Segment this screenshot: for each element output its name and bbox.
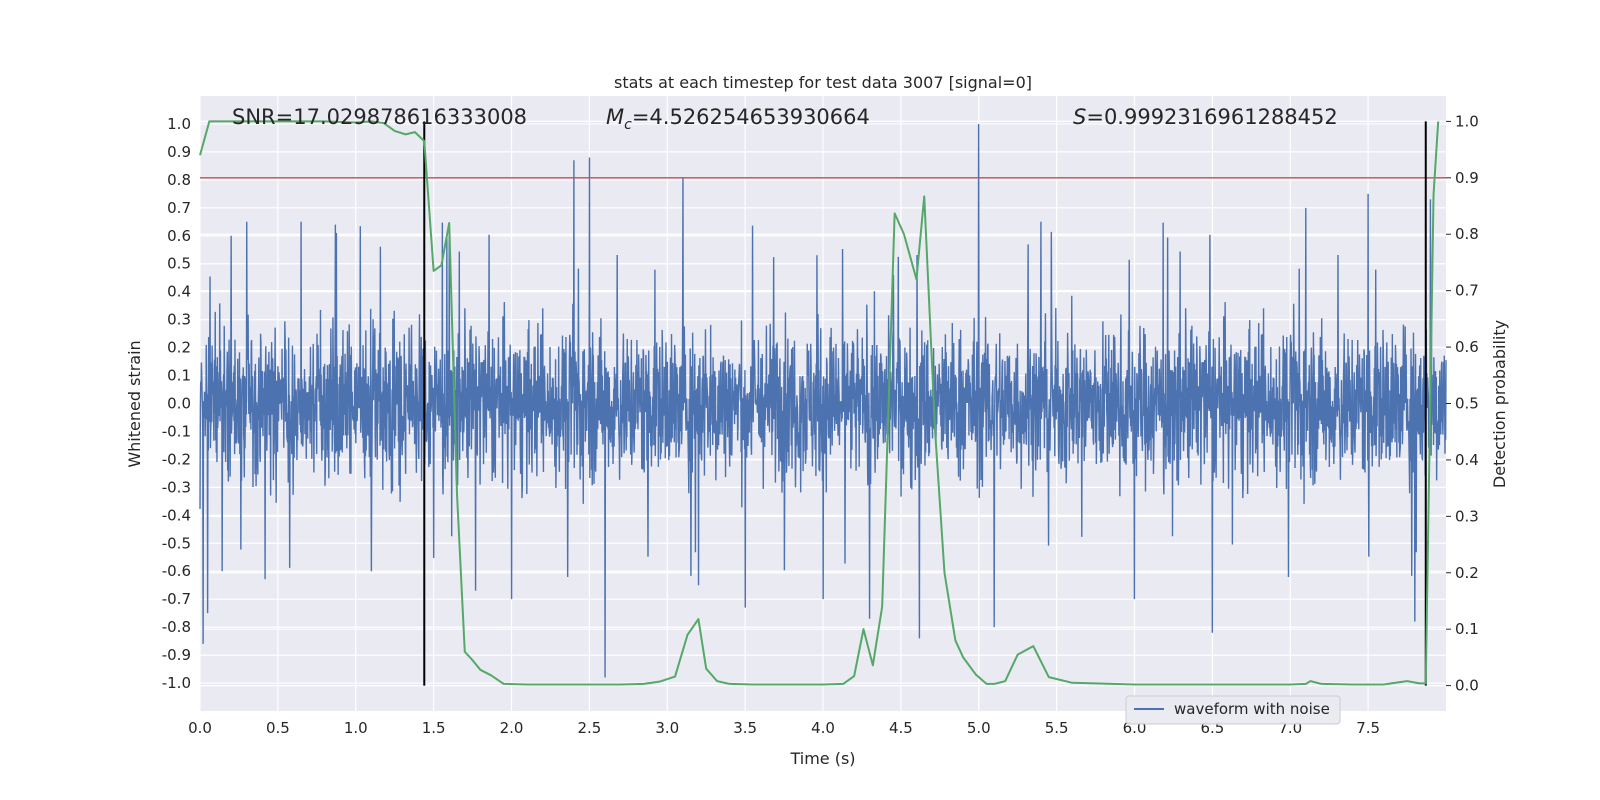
strain-series	[199, 123, 1447, 678]
y2-tick-label: 0.2	[1455, 564, 1479, 582]
x-tick-label: 5.5	[1045, 719, 1069, 737]
x-tick-label: 7.5	[1356, 719, 1380, 737]
chirp-mass-subscript: c	[624, 117, 632, 133]
y-tick-label: 0.3	[167, 311, 191, 329]
y2-tick-label: 0.6	[1455, 338, 1479, 356]
y2-tick-label: 0.4	[1455, 451, 1479, 469]
y-tick-label: -0.6	[162, 562, 191, 580]
legend: waveform with noise	[1125, 695, 1341, 725]
waveform-with-noise-line	[199, 123, 1447, 678]
y-tick-label: 0.0	[167, 395, 191, 413]
y-tick-label: -0.7	[162, 590, 191, 608]
y-tick-label: 0.6	[167, 227, 191, 245]
x-tick-label: 1.5	[422, 719, 446, 737]
y-tick-label: 0.2	[167, 339, 191, 357]
y-tick-label: -0.5	[162, 534, 191, 552]
detection-probability-line	[199, 120, 1440, 686]
y-tick-label: -0.9	[162, 646, 191, 664]
chirp-mass-symbol: M	[606, 105, 624, 129]
x-tick-label: 5.0	[967, 719, 991, 737]
legend-box	[1125, 695, 1341, 725]
y2-tick-label: 0.5	[1455, 395, 1479, 413]
y2-tick-label: 1.0	[1455, 112, 1479, 130]
x-tick-label: 4.0	[811, 719, 835, 737]
legend-label: waveform with noise	[1174, 700, 1330, 718]
y-tick-label: 0.1	[167, 367, 191, 385]
x-tick-label: 1.0	[344, 719, 368, 737]
reference-lines	[200, 121, 1446, 686]
tick-labels: 0.0 0.5 1.0 1.5 2.0 2.5 3.0 3.5 4.0 4.5 5.0 5.5 6.0 6…	[162, 112, 1479, 737]
chart-title: stats at each timestep for test data 300…	[614, 73, 1032, 92]
chirp-mass-value: =4.526254653930664	[632, 105, 870, 129]
score-annotation: S=0.9992316961288452	[1073, 105, 1338, 129]
score-symbol: S	[1073, 105, 1086, 129]
snr-annotation: SNR=17.029878616333008	[232, 105, 527, 129]
x-tick-label: 3.5	[733, 719, 757, 737]
y-tick-label: -1.0	[162, 674, 191, 692]
y-tick-label: 0.7	[167, 199, 191, 217]
y2-tick-label: 0.7	[1455, 282, 1479, 300]
y-tick-label: 1.0	[167, 115, 191, 133]
y2-tick-label: 0.8	[1455, 225, 1479, 243]
score-value: =0.9992316961288452	[1086, 105, 1337, 129]
y2-tick-label: 0.0	[1455, 677, 1479, 695]
x-tick-label: 2.5	[577, 719, 601, 737]
y-tick-label: 0.4	[167, 283, 191, 301]
x-axis-label: Time (s)	[789, 749, 855, 768]
y2-tick-label: 0.1	[1455, 620, 1479, 638]
y-tick-label: -0.4	[162, 506, 191, 524]
y-tick-label: 0.9	[167, 143, 191, 161]
y-tick-label: -0.2	[162, 450, 191, 468]
x-tick-label: 3.0	[655, 719, 679, 737]
x-tick-label: 0.0	[188, 719, 212, 737]
y2-axis-label: Detection probability	[1490, 320, 1509, 488]
y2-tick-label: 0.3	[1455, 507, 1479, 525]
x-tick-label: 4.5	[889, 719, 913, 737]
y-tick-label: -0.1	[162, 422, 191, 440]
probability-series	[199, 120, 1440, 686]
y-tick-label: 0.8	[167, 171, 191, 189]
x-tick-label: 0.5	[266, 719, 290, 737]
y2-tick-label: 0.9	[1455, 169, 1479, 187]
y-tick-label: -0.3	[162, 478, 191, 496]
x-tick-label: 2.0	[500, 719, 524, 737]
y-tick-label: 0.5	[167, 255, 191, 273]
chirp-mass-annotation: Mc=4.526254653930664	[606, 105, 870, 133]
y-axis-label: Whitened strain	[125, 340, 144, 467]
y-tick-label: -0.8	[162, 618, 191, 636]
